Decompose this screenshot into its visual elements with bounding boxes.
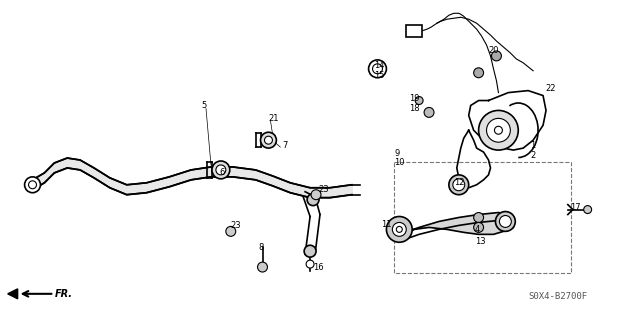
Circle shape	[216, 165, 226, 175]
Text: 22: 22	[545, 84, 556, 93]
Circle shape	[29, 181, 36, 189]
Circle shape	[492, 51, 501, 61]
Text: 20: 20	[488, 46, 499, 55]
Circle shape	[474, 68, 484, 78]
Circle shape	[369, 60, 387, 78]
Text: 21: 21	[268, 114, 279, 123]
Bar	[394, 162, 571, 273]
Circle shape	[260, 132, 276, 148]
Circle shape	[453, 179, 465, 191]
Circle shape	[212, 161, 230, 179]
Text: 7: 7	[282, 140, 288, 150]
Circle shape	[396, 227, 403, 232]
Circle shape	[264, 136, 273, 144]
Circle shape	[495, 126, 502, 134]
Circle shape	[24, 177, 40, 193]
Text: 15: 15	[374, 71, 385, 80]
Circle shape	[474, 222, 484, 232]
Circle shape	[307, 194, 319, 206]
Circle shape	[257, 262, 268, 272]
Text: 14: 14	[374, 61, 385, 70]
Text: 11: 11	[381, 220, 392, 229]
Text: 16: 16	[313, 263, 324, 272]
Polygon shape	[8, 289, 18, 299]
Circle shape	[306, 260, 314, 268]
Circle shape	[304, 245, 316, 257]
Text: 12: 12	[454, 178, 465, 187]
Circle shape	[479, 110, 518, 150]
Text: 5: 5	[201, 101, 206, 110]
Text: 23: 23	[318, 185, 329, 194]
Text: 6: 6	[219, 168, 224, 177]
Text: 19: 19	[409, 94, 420, 103]
Circle shape	[449, 175, 468, 195]
Text: S0X4-B2700F: S0X4-B2700F	[528, 292, 588, 301]
Text: 13: 13	[475, 237, 485, 246]
Circle shape	[387, 217, 412, 242]
Circle shape	[474, 212, 484, 222]
Circle shape	[415, 97, 423, 105]
Circle shape	[495, 212, 515, 231]
Circle shape	[584, 206, 591, 213]
Text: 18: 18	[409, 104, 420, 113]
Circle shape	[424, 108, 434, 117]
Circle shape	[499, 215, 511, 228]
Circle shape	[486, 118, 510, 142]
Circle shape	[311, 190, 321, 200]
Text: 9: 9	[394, 148, 399, 157]
Text: 10: 10	[394, 158, 405, 167]
Text: 2: 2	[530, 150, 536, 160]
Text: 8: 8	[259, 243, 264, 252]
Text: 4: 4	[475, 225, 480, 234]
Polygon shape	[399, 212, 513, 234]
Text: 17: 17	[570, 203, 580, 212]
Circle shape	[226, 227, 236, 236]
Text: 23: 23	[231, 221, 241, 230]
Circle shape	[392, 222, 406, 236]
Circle shape	[372, 64, 383, 74]
Bar	[406, 25, 422, 37]
Text: FR.: FR.	[54, 289, 72, 299]
Text: 1: 1	[530, 140, 536, 150]
